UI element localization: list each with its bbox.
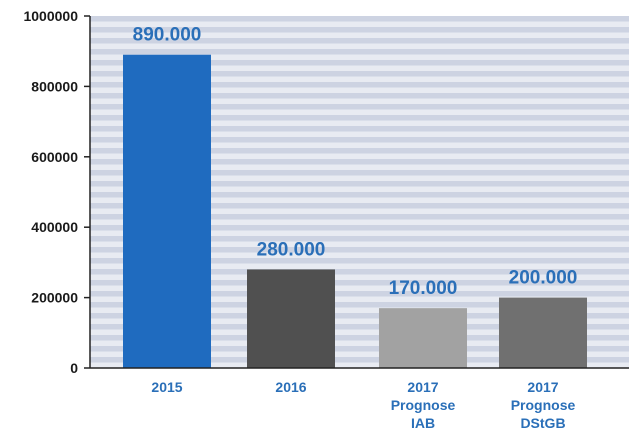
x-tick-label: 2015 <box>151 379 182 395</box>
grid-stripe <box>90 16 629 22</box>
grid-stripe <box>90 357 629 363</box>
grid-stripe <box>90 324 629 330</box>
y-tick-label: 600000 <box>31 149 78 165</box>
grid-stripe <box>90 214 629 220</box>
grid-stripe <box>90 247 629 253</box>
y-tick-label: 200000 <box>31 290 78 306</box>
bar <box>499 297 587 368</box>
grid-stripe <box>90 71 629 77</box>
y-tick-label: 800000 <box>31 78 78 94</box>
grid-stripe <box>90 225 629 231</box>
x-tick-label: 2017 <box>407 379 438 395</box>
x-tick-label: 2017 <box>527 379 558 395</box>
grid-stripe <box>90 82 629 88</box>
grid-stripe <box>90 291 629 297</box>
bar-group <box>123 54 587 368</box>
data-label: 890.000 <box>133 25 202 46</box>
bar <box>247 269 335 368</box>
grid-stripe <box>90 181 629 187</box>
x-tick-label: Prognose <box>511 397 576 413</box>
x-tick-label: 2016 <box>275 379 306 395</box>
grid-stripe <box>90 137 629 143</box>
grid-stripe <box>90 126 629 132</box>
grid-stripe <box>90 236 629 242</box>
data-label: 280.000 <box>257 239 326 260</box>
bar <box>123 54 211 368</box>
grid-stripe <box>90 313 629 319</box>
y-tick-label: 1000000 <box>23 8 78 24</box>
data-label: 200.000 <box>509 268 578 289</box>
x-tick-label: DStGB <box>520 415 565 431</box>
grid-stripe <box>90 49 629 55</box>
x-tick-label: IAB <box>411 415 435 431</box>
grid-stripe <box>90 346 629 352</box>
grid-stripe <box>90 170 629 176</box>
grid-stripe <box>90 280 629 286</box>
grid-stripe <box>90 27 629 33</box>
grid-stripe <box>90 38 629 44</box>
grid-stripe <box>90 335 629 341</box>
label-group: 890.000 2015 280.000 2016 170.000 2017 Prognos… <box>133 25 578 431</box>
grid-stripe <box>90 104 629 110</box>
axes: 0 200000 400000 600000 800000 1000000 <box>23 8 629 376</box>
data-label: 170.000 <box>389 278 458 299</box>
grid-stripe <box>90 60 629 66</box>
grid-stripe <box>90 159 629 165</box>
grid-stripe <box>90 302 629 308</box>
grid-stripe <box>90 93 629 99</box>
bar <box>379 308 467 368</box>
x-tick-label: Prognose <box>391 397 456 413</box>
grid-stripe <box>90 203 629 209</box>
grid-stripe <box>90 192 629 198</box>
y-tick-label: 0 <box>70 360 78 376</box>
grid-stripe <box>90 258 629 264</box>
y-tick-label: 400000 <box>31 219 78 235</box>
grid-stripe <box>90 115 629 121</box>
grid-stripe <box>90 269 629 275</box>
grid-stripe <box>90 148 629 154</box>
